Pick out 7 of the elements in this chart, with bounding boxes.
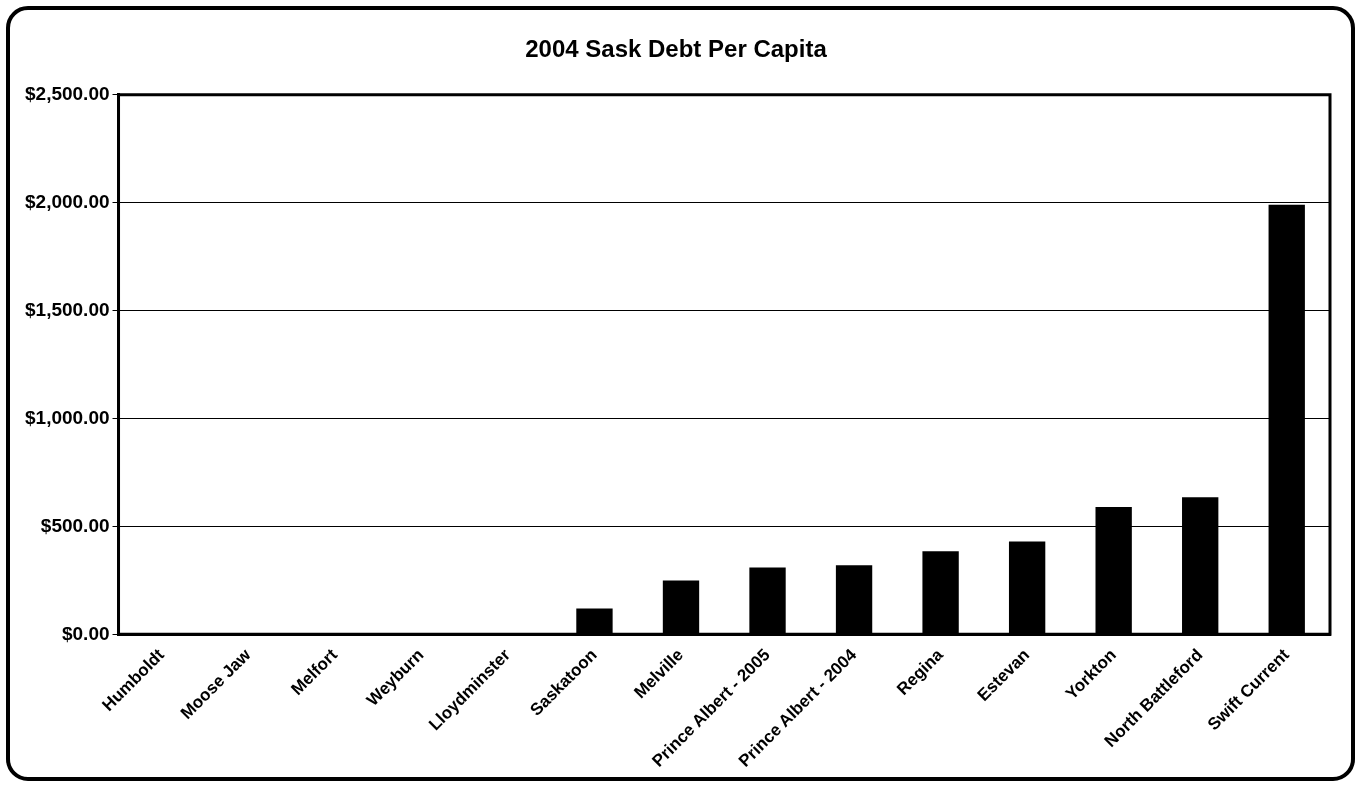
y-tick-label: $0.00	[61, 622, 110, 644]
y-tick-label: $2,500.00	[24, 83, 110, 105]
chart-title: 2004 Sask Debt Per Capita	[525, 35, 828, 63]
y-tick-label: $1,000.00	[24, 406, 110, 428]
y-tick-label: $500.00	[40, 514, 110, 536]
y-tick-label: $1,500.00	[24, 298, 110, 320]
y-tick-label: $2,000.00	[24, 190, 110, 212]
